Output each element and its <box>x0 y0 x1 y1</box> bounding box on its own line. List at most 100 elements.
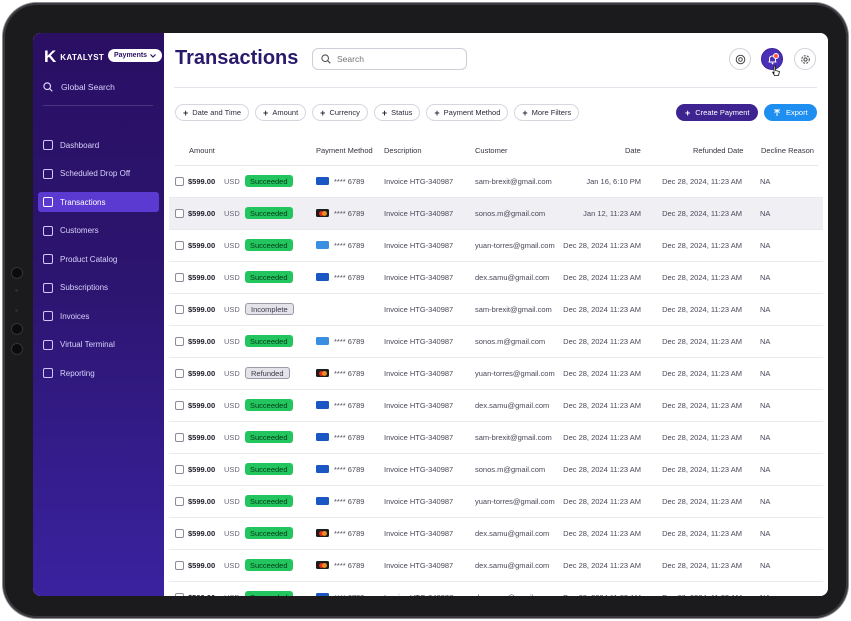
table-row[interactable]: $599.00 USD Succeeded **** 6789 Invoice HTG-… <box>169 326 823 358</box>
customer-cell: dex.samu@gmail.com <box>475 561 550 570</box>
column-description[interactable]: Description <box>384 146 422 155</box>
settings-icon <box>800 54 810 64</box>
row-checkbox[interactable] <box>175 529 184 538</box>
refunded-date-cell: Dec 28, 2024, 11:23 AM <box>662 369 742 378</box>
row-checkbox[interactable] <box>175 369 184 378</box>
visa-icon <box>316 497 329 505</box>
create-payment-label: Create Payment <box>695 108 750 117</box>
export-button[interactable]: Export <box>764 104 817 121</box>
column-decline-reason[interactable]: Decline Reason <box>761 146 814 155</box>
divider <box>43 105 153 106</box>
table-row[interactable]: $599.00 USD Succeeded **** 6789 Invoice HTG-… <box>169 486 823 518</box>
table-row[interactable]: $599.00 USD Succeeded **** 6789 Invoice HTG-… <box>169 230 823 262</box>
global-search[interactable]: Global Search <box>43 82 155 92</box>
table-row[interactable]: $599.00 USD Incomplete Invoice HTG-340987 sa… <box>169 294 823 326</box>
table-row[interactable]: $599.00 USD Refunded **** 6789 Invoice HTG-3… <box>169 358 823 390</box>
page-title: Transactions <box>175 47 299 69</box>
column-customer[interactable]: Customer <box>475 146 508 155</box>
sidebar-item-label: Scheduled Drop Off <box>60 169 131 178</box>
sidebar-item-scheduled-drop-off[interactable]: Scheduled Drop Off <box>38 164 159 184</box>
row-checkbox[interactable] <box>175 273 184 282</box>
currency-cell: USD <box>224 497 240 506</box>
date-cell: Dec 28, 2024 11:23 AM <box>563 401 641 410</box>
table-row[interactable]: $599.00 USD Succeeded **** 6789 Invoice HTG-… <box>169 582 823 596</box>
card-last4: **** 6789 <box>334 337 365 346</box>
sidebar-item-invoices[interactable]: Invoices <box>38 306 159 326</box>
refunded-date-cell: Dec 28, 2024, 11:23 AM <box>662 177 742 186</box>
sidebar-item-dashboard[interactable]: Dashboard <box>38 135 159 155</box>
create-payment-button[interactable]: + Create Payment <box>676 104 759 121</box>
sidebar-item-product-catalog[interactable]: Product Catalog <box>38 249 159 269</box>
description-cell: Invoice HTG-340987 <box>384 337 454 346</box>
decline-reason-cell: NA <box>760 465 771 474</box>
row-checkbox[interactable] <box>175 401 184 410</box>
sidebar-item-virtual-terminal[interactable]: Virtual Terminal <box>38 335 159 355</box>
table-row[interactable]: $599.00 USD Succeeded **** 6789 Invoice HTG-… <box>169 518 823 550</box>
row-checkbox[interactable] <box>175 305 184 314</box>
table-row[interactable]: $599.00 USD Succeeded **** 6789 Invoice HTG-… <box>169 454 823 486</box>
date-cell: Dec 28, 2024 11:23 AM <box>563 593 641 596</box>
table-row[interactable]: $599.00 USD Succeeded **** 6789 Invoice HTG-… <box>169 390 823 422</box>
column-payment-method[interactable]: Payment Method <box>316 146 373 155</box>
description-cell: Invoice HTG-340987 <box>384 369 454 378</box>
chevron-down-icon <box>150 53 157 58</box>
row-checkbox[interactable] <box>175 177 184 186</box>
row-checkbox[interactable] <box>175 209 184 218</box>
row-checkbox[interactable] <box>175 465 184 474</box>
plus-icon: + <box>320 107 326 118</box>
column-date[interactable]: Date <box>625 146 641 155</box>
row-checkbox[interactable] <box>175 433 184 442</box>
customer-cell: yuan-torres@gmail.com <box>475 369 555 378</box>
row-checkbox[interactable] <box>175 593 184 596</box>
phone-icon <box>43 168 53 179</box>
column-amount[interactable]: Amount <box>189 146 215 155</box>
logo[interactable]: K KATALYST <box>44 48 104 65</box>
filter-chip-label: Date and Time <box>192 108 242 117</box>
app-screen: K KATALYST Payments Global Search Dashbo… <box>33 33 828 596</box>
filter-chip-date-and-time[interactable]: + Date and Time <box>175 104 250 121</box>
currency-cell: USD <box>224 241 240 250</box>
filter-chip-currency[interactable]: + Currency <box>312 104 368 121</box>
sidebar-item-reporting[interactable]: Reporting <box>38 363 159 383</box>
refunded-date-cell: Dec 28, 2024, 11:23 AM <box>662 273 742 282</box>
sidebar-item-transactions[interactable]: Transactions <box>38 192 159 212</box>
row-checkbox[interactable] <box>175 497 184 506</box>
row-checkbox[interactable] <box>175 241 184 250</box>
support-button[interactable] <box>729 48 751 70</box>
column-refunded-date[interactable]: Refunded Date <box>693 146 744 155</box>
search-icon <box>43 82 53 92</box>
sidebar-item-subscriptions[interactable]: Subscriptions <box>38 278 159 298</box>
table-row[interactable]: $599.00 USD Succeeded **** 6789 Invoice HTG-… <box>169 262 823 294</box>
sidebar-item-label: Virtual Terminal <box>60 340 115 349</box>
row-checkbox[interactable] <box>175 561 184 570</box>
card-last4: **** 6789 <box>334 401 365 410</box>
product-switcher[interactable]: Payments <box>108 49 163 62</box>
search-field[interactable] <box>312 48 467 70</box>
card-last4: **** 6789 <box>334 465 365 474</box>
table-row[interactable]: $599.00 USD Succeeded **** 6789 Invoice HTG-… <box>169 198 823 230</box>
settings-button[interactable] <box>794 48 816 70</box>
catalog-icon <box>43 254 53 264</box>
description-cell: Invoice HTG-340987 <box>384 401 454 410</box>
decline-reason-cell: NA <box>760 305 771 314</box>
card-last4: **** 6789 <box>334 209 365 218</box>
customer-cell: yuan-torres@gmail.com <box>475 241 555 250</box>
refunded-date-cell: Dec 28, 2024, 11:23 AM <box>662 337 742 346</box>
card-last4: **** 6789 <box>334 273 365 282</box>
filter-chip-payment-method[interactable]: + Payment Method <box>426 104 509 121</box>
filter-chip-more-filters[interactable]: + More Filters <box>514 104 580 121</box>
filter-chip-status[interactable]: + Status <box>373 104 421 121</box>
sidebar-item-customers[interactable]: Customers <box>38 221 159 241</box>
filter-chip-amount[interactable]: + Amount <box>255 104 307 121</box>
customer-cell: dex.samu@gmail.com <box>475 273 550 282</box>
table-row[interactable]: $599.00 USD Succeeded **** 6789 Invoice HTG-… <box>169 166 823 198</box>
table-row[interactable]: $599.00 USD Succeeded **** 6789 Invoice HTG-… <box>169 422 823 454</box>
global-search-label: Global Search <box>61 82 115 92</box>
search-input[interactable] <box>337 54 447 64</box>
notifications-button[interactable] <box>761 48 783 70</box>
description-cell: Invoice HTG-340987 <box>384 561 454 570</box>
customer-cell: dex.samu@gmail.com <box>475 593 549 596</box>
plus-icon: + <box>183 107 189 118</box>
row-checkbox[interactable] <box>175 337 184 346</box>
table-row[interactable]: $599.00 USD Succeeded **** 6789 Invoice HTG-… <box>169 550 823 582</box>
